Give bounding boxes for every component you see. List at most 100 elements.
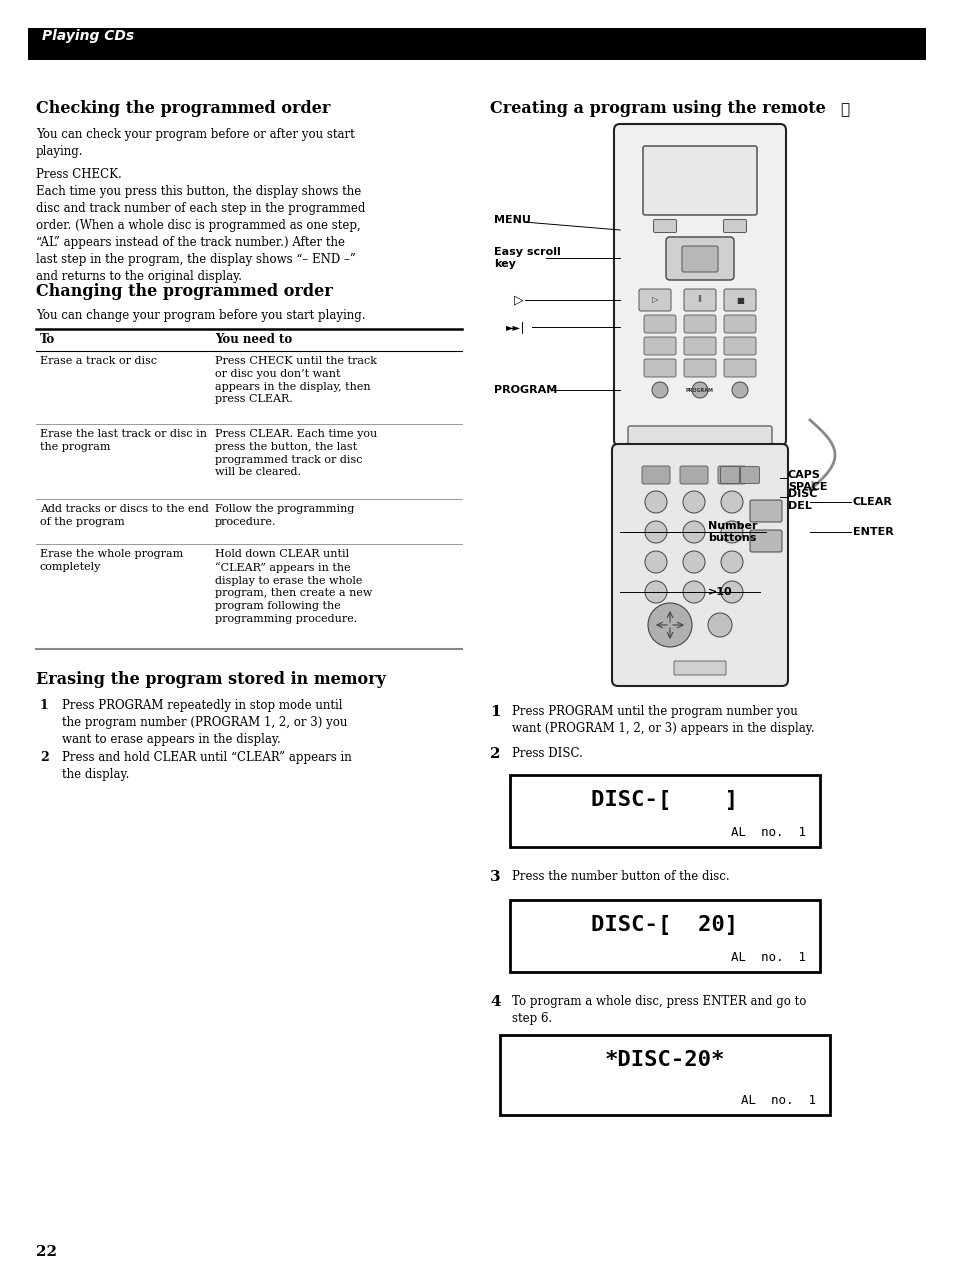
FancyBboxPatch shape <box>723 338 755 355</box>
Text: Press CLEAR. Each time you
press the button, the last
programmed track or disc
w: Press CLEAR. Each time you press the but… <box>214 429 376 478</box>
Circle shape <box>707 613 731 637</box>
Text: ▷: ▷ <box>514 293 523 307</box>
FancyBboxPatch shape <box>683 338 716 355</box>
Text: Easy scroll
key: Easy scroll key <box>494 247 560 269</box>
Text: *DISC-20*: *DISC-20* <box>604 1050 724 1070</box>
Bar <box>499 1034 829 1115</box>
FancyBboxPatch shape <box>673 661 725 675</box>
Circle shape <box>720 581 742 603</box>
FancyBboxPatch shape <box>749 530 781 552</box>
Text: ▷: ▷ <box>651 296 658 304</box>
Text: SPACE: SPACE <box>787 482 826 492</box>
Text: 1: 1 <box>490 705 500 719</box>
Text: Hold down CLEAR until
“CLEAR” appears in the
display to erase the whole
program,: Hold down CLEAR until “CLEAR” appears in… <box>214 549 372 624</box>
Text: AL  no.  1: AL no. 1 <box>730 950 805 964</box>
Text: Press PROGRAM repeatedly in stop mode until
the program number (PROGRAM 1, 2, or: Press PROGRAM repeatedly in stop mode un… <box>62 699 347 747</box>
Text: ■: ■ <box>736 296 743 304</box>
Circle shape <box>647 603 691 647</box>
Text: You can change your program before you start playing.: You can change your program before you s… <box>36 310 365 322</box>
Text: 4: 4 <box>490 995 500 1009</box>
FancyBboxPatch shape <box>723 289 755 311</box>
Circle shape <box>720 521 742 543</box>
FancyBboxPatch shape <box>723 359 755 377</box>
Text: 2: 2 <box>490 747 500 761</box>
Circle shape <box>651 382 667 397</box>
Text: To program a whole disc, press ENTER and go to
step 6.: To program a whole disc, press ENTER and… <box>512 995 805 1026</box>
Bar <box>510 899 820 972</box>
Text: Press CHECK until the track
or disc you don’t want
appears in the display, then
: Press CHECK until the track or disc you … <box>214 355 376 404</box>
Text: AL  no.  1: AL no. 1 <box>740 1094 815 1107</box>
FancyBboxPatch shape <box>749 499 781 522</box>
Text: You can check your program before or after you start
playing.: You can check your program before or aft… <box>36 127 355 158</box>
FancyBboxPatch shape <box>720 466 739 484</box>
Text: DISC-[    ]: DISC-[ ] <box>591 790 738 810</box>
Text: You need to: You need to <box>214 333 292 347</box>
Circle shape <box>720 490 742 513</box>
Text: DISC: DISC <box>787 489 817 499</box>
Text: Playing CDs: Playing CDs <box>42 29 134 43</box>
FancyBboxPatch shape <box>641 466 669 484</box>
Circle shape <box>682 581 704 603</box>
FancyBboxPatch shape <box>683 289 716 311</box>
Circle shape <box>644 521 666 543</box>
Text: PROGRAM: PROGRAM <box>494 385 557 395</box>
Bar <box>28 28 925 60</box>
Text: Erase the whole program
completely: Erase the whole program completely <box>40 549 183 572</box>
Text: To: To <box>40 333 55 347</box>
FancyBboxPatch shape <box>614 124 785 446</box>
Text: 1: 1 <box>40 699 49 712</box>
Text: Changing the programmed order: Changing the programmed order <box>36 283 333 299</box>
Text: Press PROGRAM until the program number you
want (PROGRAM 1, 2, or 3) appears in : Press PROGRAM until the program number y… <box>512 705 814 735</box>
Text: AL  no.  1: AL no. 1 <box>730 826 805 840</box>
Circle shape <box>644 550 666 573</box>
FancyBboxPatch shape <box>653 219 676 232</box>
FancyBboxPatch shape <box>723 315 755 333</box>
Circle shape <box>682 550 704 573</box>
Bar <box>510 775 820 847</box>
Text: Press the number button of the disc.: Press the number button of the disc. <box>512 870 729 883</box>
Text: Press and hold CLEAR until “CLEAR” appears in
the display.: Press and hold CLEAR until “CLEAR” appea… <box>62 750 352 781</box>
Text: Add tracks or discs to the end
of the program: Add tracks or discs to the end of the pr… <box>40 505 209 527</box>
Text: 3: 3 <box>490 870 500 884</box>
Circle shape <box>644 490 666 513</box>
Text: Number
buttons: Number buttons <box>707 521 757 543</box>
Text: ENTER: ENTER <box>852 527 893 538</box>
Text: 22: 22 <box>36 1245 57 1259</box>
FancyBboxPatch shape <box>643 359 676 377</box>
Text: DISC-[  20]: DISC-[ 20] <box>591 915 738 935</box>
Circle shape <box>644 581 666 603</box>
FancyBboxPatch shape <box>643 315 676 333</box>
Text: Press CHECK.
Each time you press this button, the display shows the
disc and tra: Press CHECK. Each time you press this bu… <box>36 168 365 283</box>
Circle shape <box>731 382 747 397</box>
Circle shape <box>691 382 707 397</box>
FancyBboxPatch shape <box>683 359 716 377</box>
FancyBboxPatch shape <box>681 246 718 273</box>
Text: MENU: MENU <box>494 215 530 225</box>
FancyBboxPatch shape <box>639 289 670 311</box>
Text: >10: >10 <box>707 587 732 598</box>
FancyBboxPatch shape <box>679 466 707 484</box>
Text: Creating a program using the remote: Creating a program using the remote <box>490 99 825 117</box>
Circle shape <box>682 490 704 513</box>
Text: 2: 2 <box>40 750 49 764</box>
Circle shape <box>682 521 704 543</box>
Text: DEL: DEL <box>787 501 811 511</box>
Text: CAPS: CAPS <box>787 470 820 480</box>
FancyBboxPatch shape <box>643 338 676 355</box>
Text: ⓘ: ⓘ <box>840 102 848 117</box>
Circle shape <box>720 550 742 573</box>
Text: II: II <box>697 296 701 304</box>
Text: Press DISC.: Press DISC. <box>512 747 582 761</box>
FancyBboxPatch shape <box>718 466 745 484</box>
Text: Erasing the program stored in memory: Erasing the program stored in memory <box>36 671 385 688</box>
Text: Checking the programmed order: Checking the programmed order <box>36 99 330 117</box>
Text: ►►⎮: ►►⎮ <box>505 321 525 333</box>
FancyBboxPatch shape <box>740 466 759 484</box>
Text: Erase the last track or disc in
the program: Erase the last track or disc in the prog… <box>40 429 207 452</box>
FancyBboxPatch shape <box>683 315 716 333</box>
FancyBboxPatch shape <box>722 219 745 232</box>
Text: CLEAR: CLEAR <box>852 497 892 507</box>
Text: Follow the programming
procedure.: Follow the programming procedure. <box>214 505 354 527</box>
Text: Erase a track or disc: Erase a track or disc <box>40 355 157 366</box>
FancyBboxPatch shape <box>612 445 787 685</box>
